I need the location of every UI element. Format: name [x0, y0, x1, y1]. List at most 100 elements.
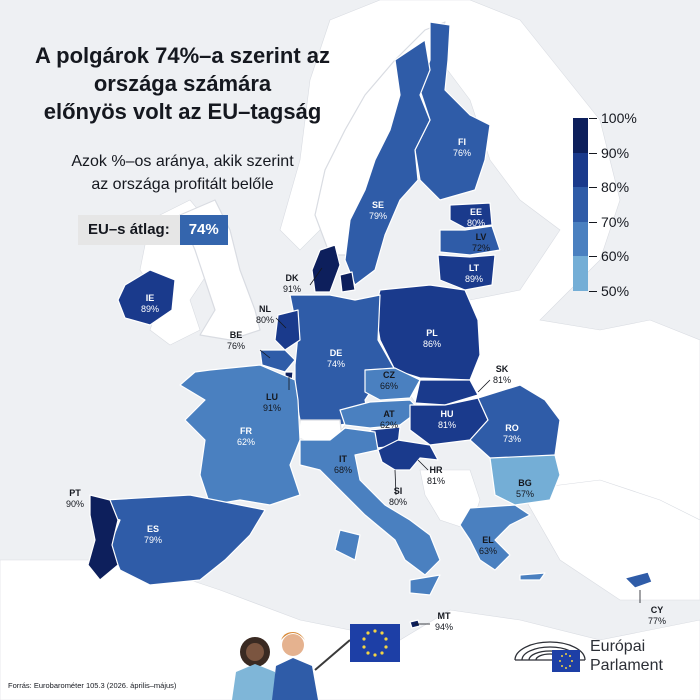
legend-tick-70: 70%	[588, 213, 630, 230]
country-shape-nl	[274, 309, 301, 351]
country-shape-bg	[489, 454, 561, 506]
country-shape-sk	[414, 379, 479, 406]
country-shape-lt	[437, 254, 496, 291]
country-value: 77%	[647, 616, 667, 626]
country-value: 62%	[379, 420, 399, 430]
country-label-pt: PT 90%	[66, 488, 84, 510]
country-label-bg: BG 57%	[516, 478, 534, 500]
legend-swatch-80	[573, 187, 588, 222]
country-code: HR	[429, 465, 443, 475]
country-shape-hr	[377, 439, 439, 471]
country-label-hu: HU 81%	[438, 409, 456, 431]
country-code: IE	[145, 293, 155, 303]
country-label-cz: CZ 66%	[380, 370, 398, 392]
country-code: CY	[650, 605, 664, 615]
legend-tick-100: 100%	[589, 110, 637, 126]
legend-tick-80: 80%	[588, 179, 630, 195]
country-value: 74%	[326, 359, 346, 369]
country-shape-es	[99, 494, 266, 586]
country-code: HU	[440, 409, 454, 419]
country-code: LU	[265, 392, 278, 402]
country-code: PL	[426, 328, 438, 338]
legend-swatch-60	[573, 256, 588, 291]
source-note: Forrás: Eurobarométer 105.3 (2026. ápril…	[8, 681, 177, 690]
country-value: 80%	[255, 315, 275, 325]
brand-line-2: Parlament	[590, 657, 663, 674]
country-label-el: EL 63%	[479, 535, 497, 557]
legend-tick-90: 90%	[588, 144, 630, 161]
country-value: 76%	[226, 341, 246, 351]
country-shape-be	[259, 349, 296, 373]
country-value: 91%	[282, 284, 302, 294]
country-label-si: SI 80%	[389, 486, 407, 508]
country-shape-ie	[117, 269, 176, 326]
title-line-2: országa számára	[93, 71, 272, 96]
country-value: 81%	[437, 420, 457, 430]
country-shape-se	[344, 39, 431, 286]
legend-tick-50: 50%	[588, 282, 630, 299]
subtitle-line-2: az országa profitált belőle	[91, 176, 274, 193]
subtitle: Azok %–os aránya, akik szerint az ország…	[0, 150, 365, 196]
country-value: 89%	[140, 304, 160, 314]
country-shape-pt	[87, 494, 119, 581]
country-value: 81%	[492, 375, 512, 385]
country-label-lv: LV 72%	[472, 232, 490, 254]
title-line-1: A polgárok 74%–a szerint az	[34, 43, 331, 68]
country-code: PT	[69, 488, 81, 498]
country-code: EE	[469, 207, 483, 217]
country-value: 62%	[236, 437, 256, 447]
legend-color-bar	[573, 118, 588, 291]
brand-line-1: Európai	[590, 638, 646, 655]
country-value: 79%	[368, 211, 388, 221]
country-code: DK	[285, 273, 299, 283]
country-code: SE	[371, 200, 385, 210]
country-code: IT	[338, 454, 347, 464]
country-shape-cy	[624, 571, 653, 589]
page-title: A polgárok 74%–a szerint az országa szám…	[0, 42, 365, 126]
country-label-nl: NL 80%	[256, 304, 274, 326]
country-shape-fr	[179, 364, 301, 506]
country-value: 89%	[464, 274, 484, 284]
legend-swatch-70	[573, 221, 588, 256]
eu-average-value: 74%	[179, 215, 228, 245]
country-code: LV	[475, 232, 487, 242]
country-code: SK	[495, 364, 509, 374]
eu-average-label: EU–s átlag:	[78, 215, 180, 245]
country-label-be: BE 76%	[227, 330, 245, 352]
leader-lines	[259, 267, 641, 625]
country-value: 81%	[426, 476, 446, 486]
country-value: 79%	[143, 535, 163, 545]
people-illustration	[232, 624, 400, 700]
legend-tick-60: 60%	[588, 248, 630, 264]
country-shape-ee	[449, 202, 493, 229]
country-code: AT	[383, 409, 395, 419]
country-value: 63%	[478, 546, 498, 556]
country-value: 72%	[471, 243, 491, 253]
country-code: BE	[229, 330, 243, 340]
country-label-ie: IE 89%	[141, 293, 159, 315]
country-value: 76%	[452, 148, 472, 158]
country-code: RO	[505, 423, 519, 433]
country-value: 80%	[466, 218, 486, 228]
country-label-es: ES 79%	[144, 524, 162, 546]
country-shape-it	[299, 427, 441, 596]
country-label-cy: CY 77%	[648, 605, 666, 627]
country-code: FI	[457, 137, 466, 147]
country-label-mt: MT 94%	[435, 611, 453, 633]
country-code: CZ	[382, 370, 395, 380]
country-value: 86%	[422, 339, 442, 349]
country-label-at: AT 62%	[380, 409, 398, 431]
legend-swatch-90	[573, 152, 588, 187]
eu-average-box: EU–s átlag: 74%	[78, 215, 228, 245]
country-label-pl: PL 86%	[423, 328, 441, 350]
country-value: 68%	[333, 465, 353, 475]
country-code: ES	[146, 524, 160, 534]
country-shape-dk	[311, 244, 356, 293]
country-shape-fi	[414, 21, 491, 201]
country-label-ee: EE 80%	[467, 207, 485, 229]
country-label-lt: LT 89%	[465, 263, 483, 285]
country-code: SI	[393, 486, 403, 496]
country-value: 57%	[515, 489, 535, 499]
country-shape-lv	[439, 225, 501, 256]
